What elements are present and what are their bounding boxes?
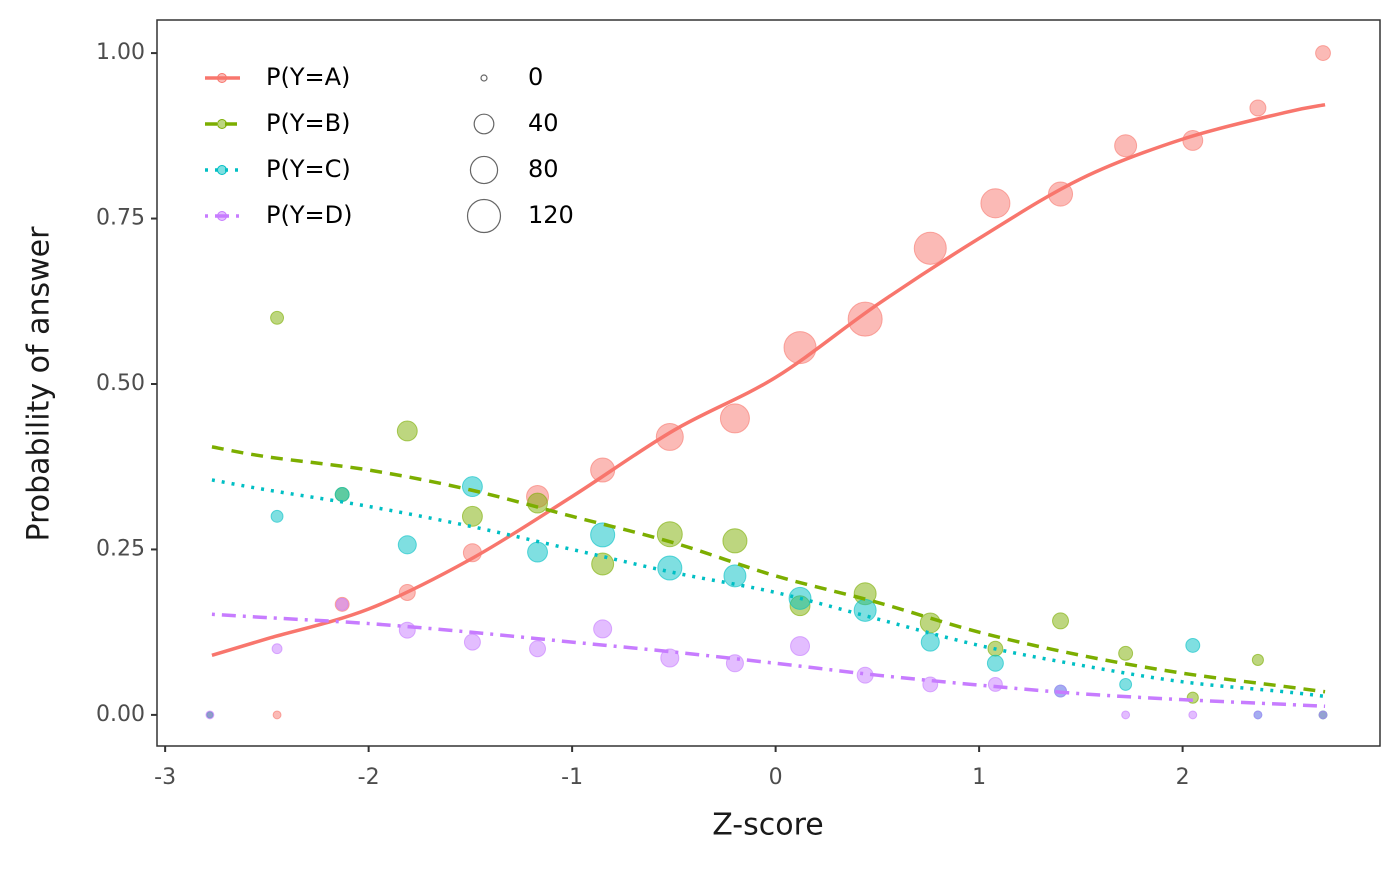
y-tick-label: 1.00 bbox=[96, 40, 145, 65]
point bbox=[1249, 99, 1267, 117]
y-axis-title: Probability of answer bbox=[22, 226, 57, 542]
point bbox=[398, 621, 416, 639]
point bbox=[1118, 645, 1134, 661]
legend-point bbox=[217, 165, 227, 175]
point bbox=[205, 710, 215, 720]
size-legend-label: 40 bbox=[528, 109, 559, 137]
point bbox=[463, 633, 481, 651]
point bbox=[913, 231, 947, 265]
point bbox=[270, 509, 284, 523]
point bbox=[335, 597, 349, 611]
point bbox=[1251, 653, 1264, 667]
point bbox=[529, 640, 547, 658]
point bbox=[723, 564, 747, 588]
point bbox=[920, 632, 940, 652]
point bbox=[397, 535, 417, 555]
fit-line bbox=[211, 478, 1326, 699]
point bbox=[986, 654, 1004, 672]
legend-label: P(Y=A) bbox=[266, 63, 350, 91]
size-legend-label: 80 bbox=[528, 155, 559, 183]
y-tick-label: 0.00 bbox=[96, 702, 145, 727]
point bbox=[461, 505, 483, 527]
point bbox=[980, 188, 1011, 219]
point bbox=[783, 331, 817, 365]
point bbox=[847, 301, 883, 337]
point bbox=[1318, 710, 1328, 720]
size-legend-label: 0 bbox=[528, 63, 543, 91]
point bbox=[657, 555, 683, 581]
point bbox=[1315, 45, 1331, 62]
point bbox=[1052, 612, 1069, 630]
point bbox=[334, 487, 350, 502]
fit-line bbox=[211, 445, 1326, 694]
x-tick-label: 1 bbox=[972, 765, 986, 790]
point bbox=[1114, 134, 1138, 158]
legend-point bbox=[217, 211, 227, 221]
point bbox=[719, 403, 750, 434]
y-tick-label: 0.75 bbox=[96, 206, 145, 231]
x-tick-label: -3 bbox=[154, 765, 176, 790]
x-axis-title: Z-score bbox=[712, 808, 823, 843]
point bbox=[591, 552, 615, 576]
legend-label: P(Y=B) bbox=[266, 109, 350, 137]
point bbox=[1119, 678, 1133, 691]
point bbox=[590, 522, 616, 548]
point bbox=[1188, 710, 1198, 720]
y-tick-label: 0.50 bbox=[96, 371, 145, 396]
point bbox=[527, 541, 548, 563]
x-tick-label: -2 bbox=[358, 765, 380, 790]
point bbox=[396, 420, 418, 442]
point bbox=[593, 619, 613, 639]
point bbox=[1185, 637, 1201, 653]
legend-label: P(Y=C) bbox=[266, 155, 351, 183]
fit-line bbox=[211, 612, 1326, 709]
x-tick-label: 2 bbox=[1176, 765, 1190, 790]
panel-border bbox=[156, 19, 1381, 747]
size-legend-label: 120 bbox=[528, 201, 574, 229]
point bbox=[919, 612, 941, 634]
point bbox=[987, 676, 1003, 692]
x-tick-label: 0 bbox=[769, 765, 783, 790]
size-legend-circle bbox=[466, 198, 502, 234]
point bbox=[790, 636, 811, 657]
point bbox=[270, 310, 285, 325]
legend-label: P(Y=D) bbox=[266, 201, 352, 229]
x-tick-label: -1 bbox=[561, 765, 583, 790]
legend-point bbox=[217, 73, 227, 83]
y-tick-label: 0.25 bbox=[96, 536, 145, 561]
point bbox=[660, 648, 680, 668]
size-legend-circle bbox=[469, 155, 499, 185]
point bbox=[1121, 710, 1131, 720]
fit-line bbox=[211, 102, 1326, 658]
size-legend-circle bbox=[473, 113, 495, 135]
legend-point bbox=[217, 119, 227, 129]
point bbox=[922, 676, 939, 693]
point bbox=[271, 643, 283, 655]
point bbox=[722, 528, 748, 554]
size-legend-circle bbox=[480, 74, 488, 82]
point bbox=[1253, 710, 1263, 720]
point bbox=[272, 710, 282, 720]
point bbox=[527, 492, 548, 514]
